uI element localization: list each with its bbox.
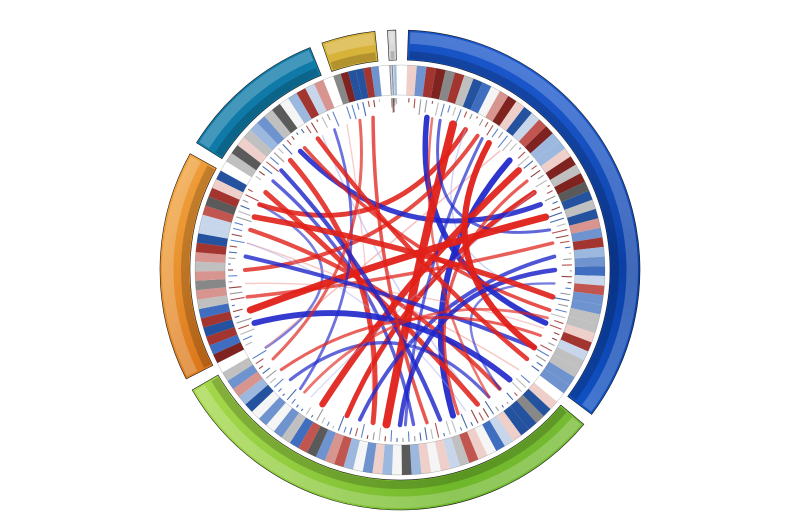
heatmap-band (195, 271, 225, 281)
tick-marks (228, 98, 572, 442)
circos-chord-diagram (0, 0, 800, 530)
heatmap-band (402, 445, 412, 475)
heatmap-band (392, 445, 402, 475)
chord-links (245, 117, 555, 425)
heatmap-band (575, 266, 605, 276)
heatmap-band (195, 262, 225, 272)
